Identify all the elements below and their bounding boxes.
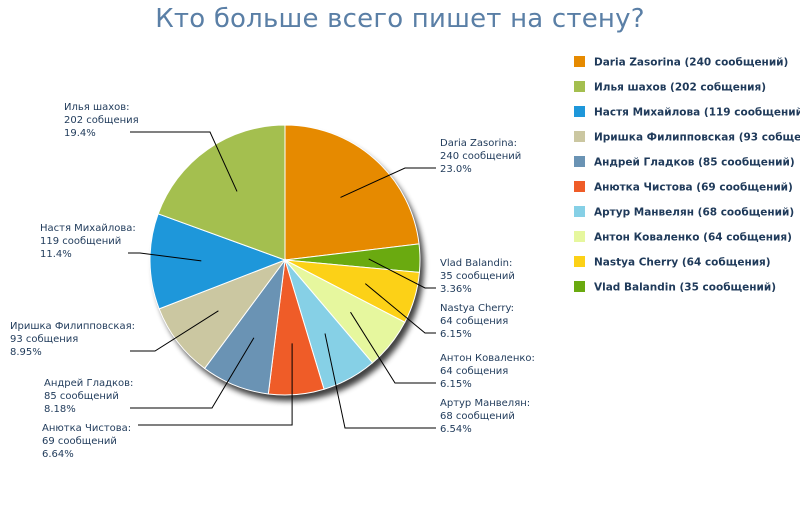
slice-label-percent-8: 11.4% (40, 249, 72, 260)
slice-label-percent-7: 8.95% (10, 347, 42, 358)
legend-swatch-8 (574, 256, 585, 267)
slice-label-name-2: Nastya Cherry: (440, 303, 514, 314)
pie-group (149, 124, 421, 396)
slice-label-value-9: 202 собщения (64, 115, 139, 126)
legend-label-8[interactable]: Nastya Cherry (64 собщения) (594, 257, 771, 269)
slice-label-percent-4: 6.54% (440, 424, 472, 435)
legend-swatch-5 (574, 181, 585, 192)
legend-label-4[interactable]: Андрей Гладков (85 сообщений) (594, 157, 795, 169)
slice-label-value-8: 119 сообщений (40, 236, 121, 247)
legend-label-1[interactable]: Илья шахов (202 собщения) (594, 82, 766, 94)
legend-swatch-3 (574, 131, 585, 142)
slice-label-value-1: 35 сообщений (440, 271, 515, 282)
chart-title: Кто больше всего пишет на стену? (155, 4, 645, 34)
slice-label-percent-2: 6.15% (440, 329, 472, 340)
slice-labels: Daria Zasorina: 240 сообщений 23.0% Vlad Ba… (10, 102, 535, 460)
slice-label-percent-6: 8.18% (44, 404, 76, 415)
slice-label-value-7: 93 собщения (10, 334, 78, 345)
leader-line-7 (130, 310, 219, 352)
slice-label-percent-0: 23.0% (440, 164, 472, 175)
pie-slice-9[interactable] (157, 124, 286, 261)
legend-swatch-0 (574, 56, 585, 67)
slice-label-name-3: Антон Коваленко: (440, 353, 535, 364)
slice-label-percent-3: 6.15% (440, 379, 472, 390)
leader-line-8 (128, 252, 202, 262)
slice-label-percent-9: 19.4% (64, 128, 96, 139)
legend-swatch-2 (574, 106, 585, 117)
legend: Daria Zasorina (240 сообщений) Илья шахов… (574, 56, 800, 294)
slice-label-name-5: Анютка Чистова: (42, 423, 131, 434)
legend-label-9[interactable]: Vlad Balandin (35 сообщений) (594, 282, 776, 294)
leader-line-5 (138, 343, 293, 426)
slice-label-value-6: 85 сообщений (44, 391, 119, 402)
pie-slice-8[interactable] (149, 213, 287, 310)
legend-label-2[interactable]: Настя Михайлова (119 сообщений) (594, 107, 800, 119)
legend-swatch-7 (574, 231, 585, 242)
slice-label-value-0: 240 сообщений (440, 151, 521, 162)
slice-label-name-4: Артур Манвелян: (440, 398, 530, 409)
slice-label-percent-5: 6.64% (42, 449, 74, 460)
slice-label-name-6: Андрей Гладков: (44, 378, 133, 389)
leader-line-2 (364, 283, 436, 334)
slice-label-value-4: 68 сообщений (440, 411, 515, 422)
slice-label-name-1: Vlad Balandin: (440, 258, 512, 269)
slice-label-name-9: Илья шахов: (64, 102, 130, 113)
legend-label-0[interactable]: Daria Zasorina (240 сообщений) (594, 57, 788, 69)
slice-label-name-7: Иришка Филипповская: (10, 321, 135, 332)
leader-line-0 (340, 167, 436, 198)
leader-line-6 (130, 337, 255, 409)
legend-label-5[interactable]: Анютка Чистова (69 сообщений) (594, 182, 793, 194)
slice-label-value-3: 64 собщения (440, 366, 508, 377)
leader-line-3 (350, 311, 436, 384)
legend-label-3[interactable]: Иришка Филипповская (93 собщения) (594, 132, 800, 144)
legend-label-6[interactable]: Артур Манвелян (68 сообщений) (594, 207, 794, 219)
slice-label-name-8: Настя Михайлова: (40, 223, 136, 234)
slice-label-percent-1: 3.36% (440, 284, 472, 295)
legend-label-7[interactable]: Антон Коваленко (64 собщения) (594, 232, 792, 244)
legend-swatch-6 (574, 206, 585, 217)
legend-swatch-1 (574, 81, 585, 92)
legend-swatch-9 (574, 281, 585, 292)
slice-label-value-5: 69 сообщений (42, 436, 117, 447)
slice-label-name-0: Daria Zasorina: (440, 138, 517, 149)
slice-label-value-2: 64 собщения (440, 316, 508, 327)
legend-swatch-4 (574, 156, 585, 167)
leader-line-4 (324, 333, 436, 429)
leader-line-1 (368, 258, 436, 289)
leader-line-9 (130, 131, 238, 192)
